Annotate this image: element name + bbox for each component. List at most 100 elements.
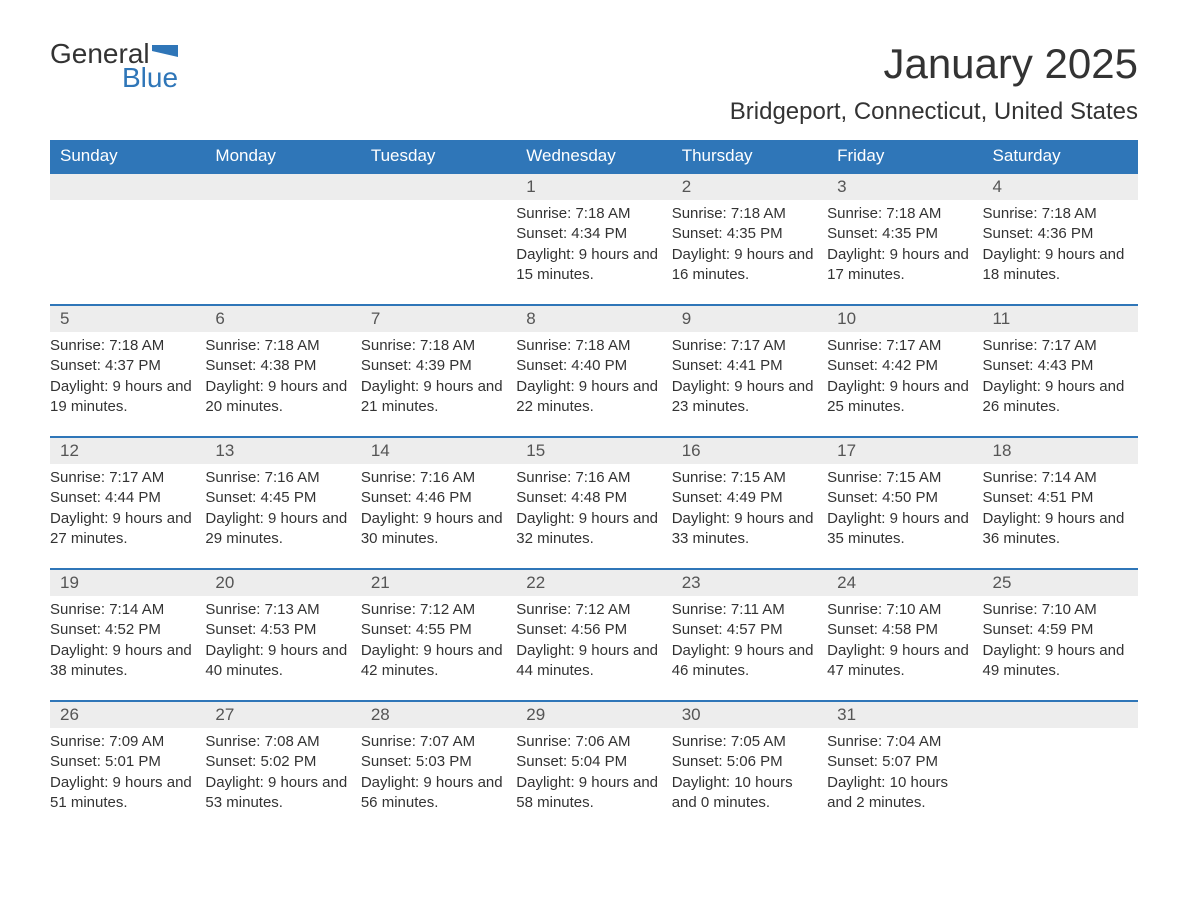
day-number: 29 — [516, 702, 671, 728]
weekday-header: Saturday — [983, 140, 1138, 172]
sunset-text: Sunset: 5:01 PM — [50, 752, 195, 772]
sunrise-text: Sunrise: 7:18 AM — [205, 336, 350, 356]
day-body: Sunrise: 7:15 AMSunset: 4:49 PMDaylight:… — [672, 464, 827, 549]
day-body: Sunrise: 7:11 AMSunset: 4:57 PMDaylight:… — [672, 596, 827, 681]
day-cell: 26Sunrise: 7:09 AMSunset: 5:01 PMDayligh… — [50, 702, 205, 832]
sunset-text: Sunset: 4:55 PM — [361, 620, 506, 640]
day-number: 12 — [50, 438, 205, 464]
day-body: Sunrise: 7:18 AMSunset: 4:36 PMDaylight:… — [983, 200, 1138, 285]
day-body: Sunrise: 7:10 AMSunset: 4:59 PMDaylight:… — [983, 596, 1138, 681]
daylight-text: Daylight: 10 hours and 0 minutes. — [672, 773, 817, 814]
day-cell: 13Sunrise: 7:16 AMSunset: 4:45 PMDayligh… — [205, 438, 360, 568]
day-body: Sunrise: 7:17 AMSunset: 4:41 PMDaylight:… — [672, 332, 827, 417]
day-number: 20 — [205, 570, 360, 596]
sunrise-text: Sunrise: 7:13 AM — [205, 600, 350, 620]
day-body: Sunrise: 7:18 AMSunset: 4:34 PMDaylight:… — [516, 200, 671, 285]
daylight-text: Daylight: 9 hours and 21 minutes. — [361, 377, 506, 418]
sunset-text: Sunset: 4:59 PM — [983, 620, 1128, 640]
day-cell: . — [983, 702, 1138, 832]
day-cell: 4Sunrise: 7:18 AMSunset: 4:36 PMDaylight… — [983, 174, 1138, 304]
sunset-text: Sunset: 5:02 PM — [205, 752, 350, 772]
daylight-text: Daylight: 9 hours and 23 minutes. — [672, 377, 817, 418]
sunrise-text: Sunrise: 7:17 AM — [672, 336, 817, 356]
sunrise-text: Sunrise: 7:04 AM — [827, 732, 972, 752]
sunset-text: Sunset: 4:36 PM — [983, 224, 1128, 244]
day-number: 5 — [50, 306, 205, 332]
daylight-text: Daylight: 9 hours and 30 minutes. — [361, 509, 506, 550]
sunrise-text: Sunrise: 7:15 AM — [827, 468, 972, 488]
sunset-text: Sunset: 4:57 PM — [672, 620, 817, 640]
day-cell: 21Sunrise: 7:12 AMSunset: 4:55 PMDayligh… — [361, 570, 516, 700]
sunrise-text: Sunrise: 7:06 AM — [516, 732, 661, 752]
day-cell: 1Sunrise: 7:18 AMSunset: 4:34 PMDaylight… — [516, 174, 671, 304]
sunset-text: Sunset: 4:34 PM — [516, 224, 661, 244]
day-number: 3 — [827, 174, 982, 200]
day-body: Sunrise: 7:16 AMSunset: 4:46 PMDaylight:… — [361, 464, 516, 549]
day-cell: . — [205, 174, 360, 304]
sunrise-text: Sunrise: 7:07 AM — [361, 732, 506, 752]
sunrise-text: Sunrise: 7:16 AM — [516, 468, 661, 488]
day-cell: 30Sunrise: 7:05 AMSunset: 5:06 PMDayligh… — [672, 702, 827, 832]
daylight-text: Daylight: 9 hours and 15 minutes. — [516, 245, 661, 286]
day-cell: 20Sunrise: 7:13 AMSunset: 4:53 PMDayligh… — [205, 570, 360, 700]
day-body: Sunrise: 7:09 AMSunset: 5:01 PMDaylight:… — [50, 728, 205, 813]
location-label: Bridgeport, Connecticut, United States — [50, 98, 1138, 126]
day-number: . — [983, 702, 1138, 728]
week-row: 26Sunrise: 7:09 AMSunset: 5:01 PMDayligh… — [50, 700, 1138, 832]
sunset-text: Sunset: 5:06 PM — [672, 752, 817, 772]
day-body: Sunrise: 7:16 AMSunset: 4:48 PMDaylight:… — [516, 464, 671, 549]
sunset-text: Sunset: 4:48 PM — [516, 488, 661, 508]
sunrise-text: Sunrise: 7:05 AM — [672, 732, 817, 752]
sunset-text: Sunset: 4:52 PM — [50, 620, 195, 640]
day-number: 22 — [516, 570, 671, 596]
sunset-text: Sunset: 4:53 PM — [205, 620, 350, 640]
daylight-text: Daylight: 9 hours and 26 minutes. — [983, 377, 1128, 418]
daylight-text: Daylight: 9 hours and 18 minutes. — [983, 245, 1128, 286]
day-body: Sunrise: 7:17 AMSunset: 4:43 PMDaylight:… — [983, 332, 1138, 417]
day-body: Sunrise: 7:15 AMSunset: 4:50 PMDaylight:… — [827, 464, 982, 549]
day-cell: 31Sunrise: 7:04 AMSunset: 5:07 PMDayligh… — [827, 702, 982, 832]
day-body: Sunrise: 7:14 AMSunset: 4:51 PMDaylight:… — [983, 464, 1138, 549]
weekday-header: Monday — [205, 140, 360, 172]
day-number: 27 — [205, 702, 360, 728]
sunrise-text: Sunrise: 7:16 AM — [361, 468, 506, 488]
sunrise-text: Sunrise: 7:15 AM — [672, 468, 817, 488]
header: General Blue January 2025 — [50, 40, 1138, 92]
day-body: Sunrise: 7:10 AMSunset: 4:58 PMDaylight:… — [827, 596, 982, 681]
sunrise-text: Sunrise: 7:18 AM — [983, 204, 1128, 224]
daylight-text: Daylight: 9 hours and 49 minutes. — [983, 641, 1128, 682]
day-cell: 9Sunrise: 7:17 AMSunset: 4:41 PMDaylight… — [672, 306, 827, 436]
sunrise-text: Sunrise: 7:18 AM — [516, 204, 661, 224]
sunset-text: Sunset: 4:42 PM — [827, 356, 972, 376]
sunset-text: Sunset: 5:03 PM — [361, 752, 506, 772]
day-body: Sunrise: 7:05 AMSunset: 5:06 PMDaylight:… — [672, 728, 827, 813]
day-cell: 6Sunrise: 7:18 AMSunset: 4:38 PMDaylight… — [205, 306, 360, 436]
sunset-text: Sunset: 4:46 PM — [361, 488, 506, 508]
sunset-text: Sunset: 4:39 PM — [361, 356, 506, 376]
sunset-text: Sunset: 4:45 PM — [205, 488, 350, 508]
day-cell: 11Sunrise: 7:17 AMSunset: 4:43 PMDayligh… — [983, 306, 1138, 436]
sunset-text: Sunset: 4:50 PM — [827, 488, 972, 508]
sunset-text: Sunset: 4:41 PM — [672, 356, 817, 376]
sunrise-text: Sunrise: 7:10 AM — [983, 600, 1128, 620]
sunrise-text: Sunrise: 7:18 AM — [50, 336, 195, 356]
day-cell: 28Sunrise: 7:07 AMSunset: 5:03 PMDayligh… — [361, 702, 516, 832]
day-number: 24 — [827, 570, 982, 596]
day-number: 30 — [672, 702, 827, 728]
day-number: 7 — [361, 306, 516, 332]
day-number: . — [361, 174, 516, 200]
daylight-text: Daylight: 9 hours and 36 minutes. — [983, 509, 1128, 550]
daylight-text: Daylight: 9 hours and 44 minutes. — [516, 641, 661, 682]
sunrise-text: Sunrise: 7:17 AM — [827, 336, 972, 356]
daylight-text: Daylight: 9 hours and 19 minutes. — [50, 377, 195, 418]
day-cell: 27Sunrise: 7:08 AMSunset: 5:02 PMDayligh… — [205, 702, 360, 832]
day-number: 19 — [50, 570, 205, 596]
day-body: Sunrise: 7:18 AMSunset: 4:35 PMDaylight:… — [827, 200, 982, 285]
day-cell: 22Sunrise: 7:12 AMSunset: 4:56 PMDayligh… — [516, 570, 671, 700]
day-cell: 5Sunrise: 7:18 AMSunset: 4:37 PMDaylight… — [50, 306, 205, 436]
day-number: 16 — [672, 438, 827, 464]
day-number: 18 — [983, 438, 1138, 464]
daylight-text: Daylight: 9 hours and 53 minutes. — [205, 773, 350, 814]
sunset-text: Sunset: 4:43 PM — [983, 356, 1128, 376]
sunset-text: Sunset: 4:51 PM — [983, 488, 1128, 508]
